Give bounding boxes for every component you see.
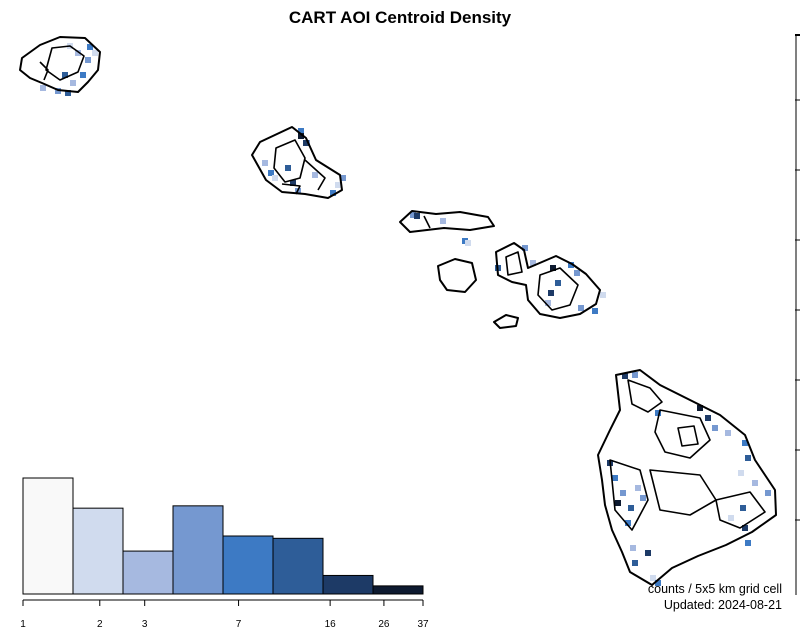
density-cell	[330, 190, 336, 196]
density-cell	[414, 213, 420, 219]
density-cell	[632, 560, 638, 566]
histogram-bar	[272, 537, 324, 595]
updated-date: Updated: 2024-08-21	[663, 598, 782, 612]
density-cell	[655, 580, 661, 586]
density-cell	[592, 308, 598, 314]
density-cell	[410, 212, 416, 218]
histogram-bar	[372, 585, 424, 595]
island-maui	[495, 242, 601, 319]
density-cell	[290, 180, 296, 186]
density-cell	[340, 175, 346, 181]
density-cell	[75, 50, 81, 56]
counts-unit-label: counts / 5x5 km grid cell	[647, 582, 782, 596]
density-cell	[600, 292, 606, 298]
density-cell	[728, 515, 734, 521]
density-cell	[738, 470, 744, 476]
density-cells	[40, 43, 771, 586]
density-cell	[574, 270, 580, 276]
island-hawaii	[597, 369, 777, 586]
density-cell	[645, 550, 651, 556]
histogram-tick-label: 37	[417, 619, 429, 630]
histogram-bar	[322, 574, 374, 595]
histogram-bar	[22, 477, 74, 595]
density-cell	[530, 260, 536, 266]
density-cell	[578, 305, 584, 311]
density-cell	[620, 490, 626, 496]
density-cell	[92, 50, 98, 56]
density-cell	[612, 475, 618, 481]
density-cell	[568, 262, 574, 268]
histogram-tick-label: 2	[97, 619, 103, 630]
density-cell	[745, 455, 751, 461]
density-cell	[272, 175, 278, 181]
density-cell	[725, 430, 731, 436]
density-cell	[303, 140, 309, 146]
island-lanai	[437, 258, 477, 293]
histogram-bar	[72, 507, 124, 595]
density-cell	[65, 90, 71, 96]
density-cell	[545, 300, 551, 306]
colorbar-strip	[795, 34, 800, 595]
density-cell	[640, 495, 646, 501]
density-cell	[650, 575, 656, 581]
density-cell	[62, 72, 68, 78]
density-cell	[615, 500, 621, 506]
histogram-tick-label: 16	[325, 619, 337, 630]
island-oahu	[251, 126, 343, 199]
density-cell	[85, 57, 91, 63]
density-cell	[40, 85, 46, 91]
density-cell	[697, 405, 703, 411]
histogram-bar	[172, 505, 224, 595]
density-cell	[745, 540, 751, 546]
map-title: CART AOI Centroid Density	[288, 8, 512, 27]
histogram-bar	[222, 535, 274, 595]
island-molokai	[399, 210, 495, 233]
density-cell	[625, 520, 631, 526]
density-cell	[628, 505, 634, 511]
density-cell	[635, 485, 641, 491]
density-cell	[740, 505, 746, 511]
density-cell	[440, 218, 446, 224]
density-cell	[285, 165, 291, 171]
legend-histogram: 1 2 3 7 16 26 37	[20, 477, 429, 630]
histogram-tick-label: 3	[142, 619, 148, 630]
density-cell	[70, 80, 76, 86]
density-cell	[550, 265, 556, 271]
density-cell	[655, 410, 661, 416]
density-cell	[262, 160, 268, 166]
density-cell	[630, 545, 636, 551]
density-cell	[298, 128, 304, 134]
histogram-tick-label: 26	[378, 619, 390, 630]
histogram-tick-label: 1	[20, 619, 26, 630]
density-cell	[335, 182, 341, 188]
density-cell	[465, 240, 471, 246]
island-kauai	[19, 36, 101, 93]
island-kahoolawe	[493, 314, 519, 329]
density-cell	[555, 280, 561, 286]
density-cell	[632, 372, 638, 378]
density-cell	[752, 480, 758, 486]
density-cell	[765, 490, 771, 496]
density-cell	[705, 415, 711, 421]
density-cell	[522, 245, 528, 251]
density-cell	[712, 425, 718, 431]
density-cell	[80, 72, 86, 78]
density-cell	[742, 525, 748, 531]
density-cell	[742, 440, 748, 446]
density-cell	[268, 170, 274, 176]
density-cell	[312, 172, 318, 178]
density-cell	[548, 290, 554, 296]
density-cell	[622, 373, 628, 379]
histogram-bar	[122, 550, 174, 595]
histogram-tick-label: 7	[236, 619, 242, 630]
density-cell	[298, 133, 304, 139]
density-cell	[87, 44, 93, 50]
